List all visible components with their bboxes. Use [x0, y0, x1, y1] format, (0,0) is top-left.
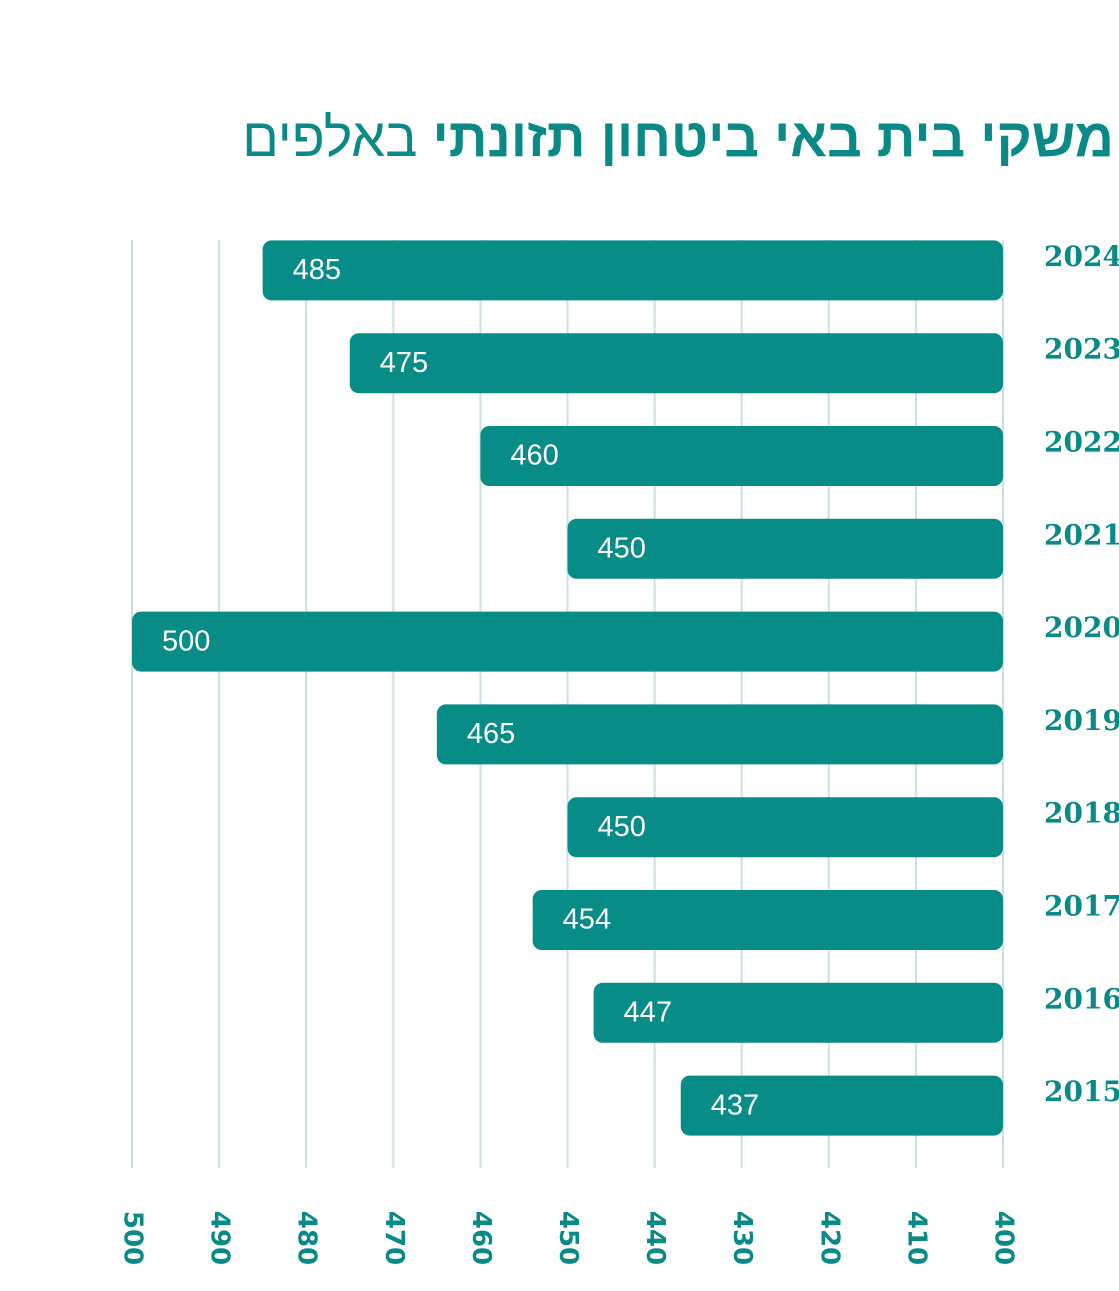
x-tick-label: 460 — [466, 1211, 496, 1265]
value-label: 447 — [624, 996, 672, 1028]
value-label: 475 — [380, 347, 428, 379]
bar — [480, 426, 1003, 486]
value-label: 465 — [467, 718, 515, 750]
y-tick-label: 2016 — [1044, 982, 1119, 1015]
value-label: 450 — [598, 532, 646, 564]
y-tick-label: 2021 — [1044, 518, 1119, 551]
value-label: 485 — [293, 254, 341, 286]
bar — [349, 333, 1003, 394]
value-label: 460 — [510, 440, 558, 472]
x-tick-label: 470 — [379, 1211, 409, 1265]
bar — [532, 890, 1003, 950]
value-label: 454 — [563, 904, 611, 936]
x-tick-label: 430 — [727, 1211, 757, 1265]
title-unit: באלפים — [242, 108, 417, 168]
x-tick-label: 410 — [901, 1211, 931, 1265]
bar — [567, 518, 1003, 579]
y-tick-label: 2020 — [1044, 611, 1119, 644]
value-label: 437 — [711, 1089, 759, 1121]
bar — [680, 1075, 1003, 1136]
bar — [593, 982, 1003, 1043]
y-tick-label: 2024 — [1044, 240, 1119, 273]
grid — [131, 240, 1004, 1168]
y-tick-label: 2015 — [1044, 1075, 1119, 1108]
bar — [132, 611, 1003, 672]
x-tick-label: 400 — [989, 1211, 1019, 1265]
title-main: משקי בית באי ביטחון תזונתי — [432, 108, 1114, 168]
y-tick-label: 2019 — [1044, 704, 1119, 737]
y-tick-label: 2018 — [1044, 797, 1119, 830]
y-tick-label: 2022 — [1044, 426, 1119, 459]
bar — [567, 797, 1003, 858]
value-label: 450 — [598, 811, 646, 843]
bar — [436, 704, 1004, 765]
value-label: 500 — [162, 625, 210, 657]
chart-title: משקי בית באי ביטחון תזונתי באלפים — [242, 108, 1114, 168]
x-tick-label: 450 — [553, 1211, 583, 1265]
bar — [262, 240, 1003, 301]
x-tick-label: 490 — [205, 1211, 235, 1265]
x-tick-label: 480 — [292, 1211, 322, 1265]
x-tick-label: 500 — [118, 1211, 148, 1265]
y-tick-label: 2023 — [1044, 333, 1119, 366]
y-tick-label: 2017 — [1044, 890, 1119, 923]
x-tick-label: 420 — [814, 1211, 844, 1265]
x-tick-label: 440 — [640, 1211, 670, 1265]
